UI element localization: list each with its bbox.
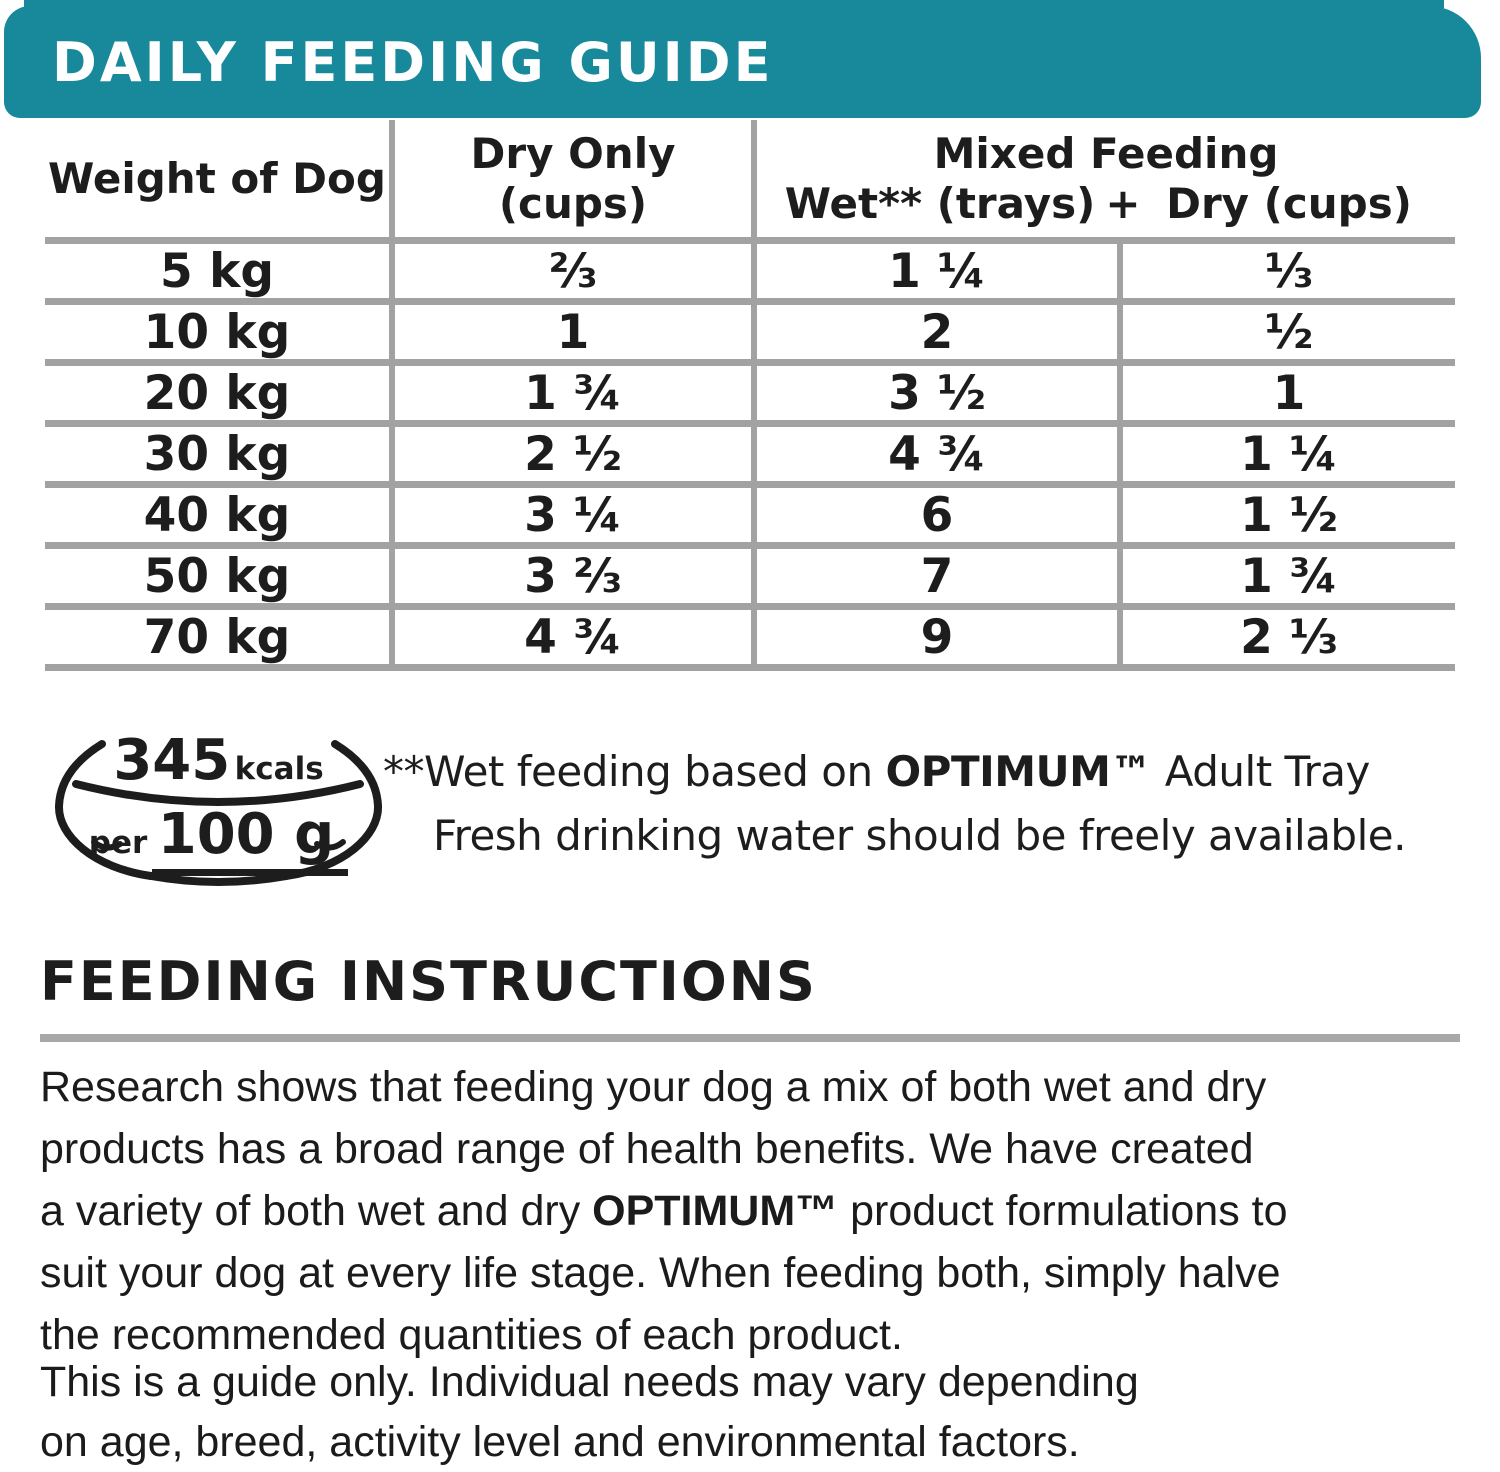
column-header-unit: (cups) xyxy=(498,178,648,228)
cell-dry-only: 2 ½ xyxy=(395,427,757,482)
cell-mixed-dry: ⅓ xyxy=(1264,243,1314,299)
per-100g-line: per 100 g xyxy=(46,802,391,876)
text-line: on age, breed, activity level and enviro… xyxy=(40,1412,1139,1472)
text-segment: the recommended quantities of each produ… xyxy=(40,1311,903,1359)
text-line: the recommended quantities of each produ… xyxy=(40,1304,1288,1366)
instructions-paragraph-1: Research shows that feeding your dog a m… xyxy=(40,1056,1288,1366)
mixed-feeding-subheaders: Wet** (trays) + Dry (cups) xyxy=(757,179,1455,229)
text-line: a variety of both wet and dry OPTIMUM™ p… xyxy=(40,1180,1288,1242)
text-segment: **Wet feeding based on xyxy=(383,747,886,796)
text-line: **Wet feeding based on OPTIMUM™ Adult Tr… xyxy=(383,740,1406,804)
cell-weight: 40 kg xyxy=(45,488,395,543)
text-segment: Adult Tray xyxy=(1151,747,1371,796)
cell-weight: 5 kg xyxy=(45,244,395,299)
cell-weight: 50 kg xyxy=(45,549,395,604)
feeding-table-header-row: Weight of Dog Dry Only (cups) Mixed Feed… xyxy=(45,120,1455,237)
cell-mixed-dry: 1 ½ xyxy=(1240,487,1338,543)
brand-name: OPTIMUM™ xyxy=(592,1187,839,1235)
column-header-dry-cups: Dry (cups) xyxy=(1166,178,1412,228)
cell-dry-only: 1 xyxy=(395,305,757,360)
energy-badge: 345 kcals per 100 g xyxy=(46,718,391,913)
wet-feeding-note: **Wet feeding based on OPTIMUM™ Adult Tr… xyxy=(383,740,1406,868)
kcal-unit: kcals xyxy=(234,751,324,787)
table-row: 10 kg 1 2 ½ xyxy=(45,298,1455,360)
cell-weight: 10 kg xyxy=(45,305,395,360)
feeding-instructions-heading: FEEDING INSTRUCTIONS xyxy=(40,950,817,1013)
text-segment: on age, breed, activity level and enviro… xyxy=(40,1418,1080,1466)
plus-sign: + xyxy=(1105,178,1141,228)
cell-dry-only: 3 ¼ xyxy=(395,488,757,543)
text-segment: Research shows that feeding your dog a m… xyxy=(40,1063,1267,1111)
column-header-wet-trays: Wet** (trays) xyxy=(784,178,1096,228)
cell-wet-trays: 6 xyxy=(757,488,1123,543)
instructions-paragraph-2: This is a guide only. Individual needs m… xyxy=(40,1352,1139,1472)
cell-wet-trays: 9 xyxy=(757,610,1123,665)
cell-weight: 30 kg xyxy=(45,427,395,482)
cell-dry-only: 3 ⅔ xyxy=(395,549,757,604)
cell-dry-only: 1 ¾ xyxy=(395,366,757,421)
cell-wet-trays: 2 xyxy=(757,305,1123,360)
column-header-dry-only: Dry Only (cups) xyxy=(395,120,757,237)
text-line: Fresh drinking water should be freely av… xyxy=(383,804,1406,868)
text-line: suit your dog at every life stage. When … xyxy=(40,1242,1288,1304)
column-header-label: Weight of Dog xyxy=(48,153,386,203)
brand-name: OPTIMUM™ xyxy=(885,747,1152,796)
text-segment: product formulations to xyxy=(838,1187,1288,1235)
divider-rule xyxy=(40,1034,1460,1042)
text-line: products has a broad range of health ben… xyxy=(40,1118,1288,1180)
text-segment: products has a broad range of health ben… xyxy=(40,1125,1254,1173)
kcal-value: 345 xyxy=(113,728,231,793)
text-segment: a variety of both wet and dry xyxy=(40,1187,593,1235)
cell-wet-trays: 7 xyxy=(757,549,1123,604)
dog-bowl-icon xyxy=(54,740,383,886)
column-header-weight-of-dog: Weight of Dog xyxy=(45,120,395,237)
cell-mixed-dry: 1 ¾ xyxy=(1240,548,1338,604)
text-segment: suit your dog at every life stage. When … xyxy=(40,1249,1281,1297)
cell-wet-trays: 1 ¼ xyxy=(757,244,1123,299)
per-label: per xyxy=(88,825,148,861)
cell-weight: 20 kg xyxy=(45,366,395,421)
text-line: Research shows that feeding your dog a m… xyxy=(40,1056,1288,1118)
text-segment: Fresh drinking water should be freely av… xyxy=(433,811,1406,860)
mixed-feeding-title: Mixed Feeding xyxy=(933,128,1279,178)
cell-wet-trays: 3 ½ xyxy=(757,366,1123,421)
kcal-line: 345 kcals xyxy=(46,728,391,793)
feeding-table: Weight of Dog Dry Only (cups) Mixed Feed… xyxy=(45,120,1455,671)
banner-title: DAILY FEEDING GUIDE xyxy=(52,30,774,94)
text-line: This is a guide only. Individual needs m… xyxy=(40,1352,1139,1412)
cell-mixed-dry: 1 ¼ xyxy=(1240,426,1338,482)
cell-weight: 70 kg xyxy=(45,610,395,665)
cell-mixed-dry: 1 xyxy=(1272,365,1306,421)
per-amount: 100 g xyxy=(151,802,349,876)
daily-feeding-guide-banner: DAILY FEEDING GUIDE xyxy=(4,6,1481,118)
top-edge-strip xyxy=(24,0,1444,8)
text-segment: This is a guide only. Individual needs m… xyxy=(40,1358,1139,1406)
column-header-label: Dry Only xyxy=(470,128,676,178)
table-row: 5 kg ⅔ 1 ¼ ⅓ xyxy=(45,237,1455,299)
column-header-mixed-feeding: Mixed Feeding Wet** (trays) + Dry (cups) xyxy=(757,120,1455,237)
cell-mixed-dry: ½ xyxy=(1264,304,1314,360)
cell-dry-only: ⅔ xyxy=(395,244,757,299)
cell-mixed-dry: 2 ⅓ xyxy=(1240,609,1338,665)
cell-wet-trays: 4 ¾ xyxy=(757,427,1123,482)
cell-dry-only: 4 ¾ xyxy=(395,610,757,665)
